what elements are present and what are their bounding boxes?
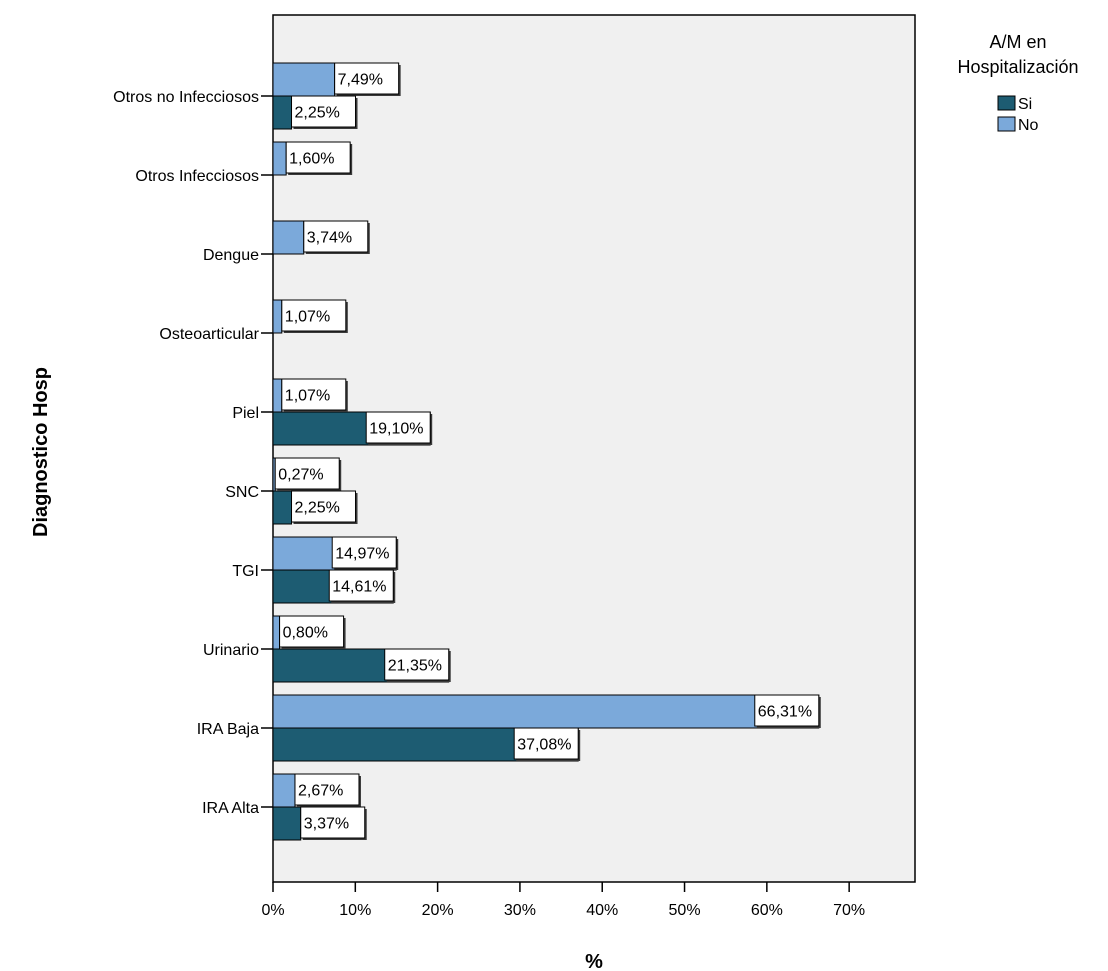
legend-title-line2: Hospitalización <box>957 57 1078 77</box>
bar-no-urinario <box>272 615 281 650</box>
data-label-box <box>754 694 820 727</box>
category-label-piel: Piel <box>232 405 259 422</box>
data-label-box <box>303 220 369 253</box>
x-tick-label-40: 40% <box>586 902 618 919</box>
data-label-no-otros-infecciosos: 1,60% <box>285 141 353 175</box>
legend-label-no: No <box>1018 117 1039 134</box>
category-label-ira-alta: IRA Alta <box>202 800 259 817</box>
bar-no-otros-no-infecciosos <box>272 62 336 97</box>
data-label-text: 21,35% <box>388 658 442 675</box>
x-tick-label-10: 10% <box>339 902 371 919</box>
data-label-no-snc: 0,27% <box>274 457 342 491</box>
data-label-text: 14,97% <box>335 546 389 563</box>
data-label-si-ira-alta: 3,37% <box>300 806 367 840</box>
bar-no-ira-alta <box>272 773 296 808</box>
data-label-text: 37,08% <box>517 737 571 754</box>
legend-swatch-si <box>997 95 1016 111</box>
category-label-otros-infecciosos: Otros Infecciosos <box>135 168 259 185</box>
x-axis: 0% 10% 20% 30% 40% 50% 60% 70% <box>261 882 865 919</box>
data-label-no-dengue: 3,74% <box>303 220 370 254</box>
data-label-si-ira-baja: 37,08% <box>513 727 581 761</box>
data-label-box <box>294 773 360 806</box>
data-label-box <box>281 299 347 332</box>
data-label-box <box>384 648 450 681</box>
bar-no-piel <box>272 378 283 413</box>
data-label-no-piel: 1,07% <box>281 378 348 412</box>
data-label-no-urinario: 0,80% <box>279 615 346 649</box>
data-label-text: 2,25% <box>295 500 340 517</box>
data-label-text: 7,49% <box>338 72 383 89</box>
category-label-dengue: Dengue <box>203 247 259 264</box>
x-tick-label-70: 70% <box>833 902 865 919</box>
x-tick-label-60: 60% <box>751 902 783 919</box>
data-label-si-otros-no-infecciosos: 2,25% <box>291 95 358 129</box>
y-axis: Otros no Infecciosos Otros Infecciosos Den… <box>113 89 273 817</box>
data-label-box <box>334 62 400 95</box>
data-label-no-ira-alta: 2,67% <box>294 773 361 807</box>
legend: A/M en Hospitalización Si No <box>957 32 1078 134</box>
category-label-ira-baja: IRA Baja <box>197 721 259 738</box>
legend-label-si: Si <box>1018 96 1032 113</box>
data-label-text: 66,31% <box>758 704 812 721</box>
data-label-box <box>279 615 345 648</box>
data-label-no-tgi: 14,97% <box>331 536 399 570</box>
bar-no-ira-baja <box>272 694 820 729</box>
data-label-no-ira-baja: 66,31% <box>754 694 821 728</box>
data-label-no-otros-no-infecciosos: 7,49% <box>334 62 401 96</box>
data-label-si-urinario: 21,35% <box>384 648 451 682</box>
bar-si-otros-no-infecciosos <box>272 95 293 130</box>
data-label-box <box>291 490 357 523</box>
data-label-text: 1,07% <box>285 388 330 405</box>
bar-no-osteoarticular <box>272 299 283 334</box>
x-tick-label-20: 20% <box>422 902 454 919</box>
data-label-si-tgi: 14,61% <box>328 569 396 603</box>
y-axis-title: Diagnostico Hosp <box>30 367 52 537</box>
data-label-text: 19,10% <box>369 421 423 438</box>
bar-si-ira-alta <box>272 806 302 841</box>
bar-no-dengue <box>272 220 305 255</box>
bar-no-otros-infecciosos <box>272 141 287 176</box>
data-label-si-snc: 2,25% <box>291 490 358 524</box>
x-tick-label-50: 50% <box>669 902 701 919</box>
data-label-text: 14,61% <box>332 579 386 596</box>
data-label-box <box>328 569 394 602</box>
data-label-box <box>331 536 397 569</box>
bar-si-snc <box>272 490 293 525</box>
category-label-urinario: Urinario <box>203 642 259 659</box>
category-label-snc: SNC <box>225 484 259 501</box>
category-label-osteoarticular: Osteoarticular <box>159 326 259 343</box>
x-tick-label-0: 0% <box>261 902 284 919</box>
data-label-box <box>274 457 340 490</box>
legend-swatch-no <box>997 116 1016 132</box>
data-label-text: 1,60% <box>289 151 334 168</box>
data-label-box <box>300 806 366 839</box>
data-label-text: 2,67% <box>298 783 343 800</box>
data-label-box <box>513 727 579 760</box>
category-label-tgi: TGI <box>232 563 259 580</box>
data-label-box <box>365 411 431 444</box>
data-label-no-osteoarticular: 1,07% <box>281 299 348 333</box>
legend-title-line1: A/M en <box>989 32 1046 52</box>
data-label-text: 2,25% <box>295 105 340 122</box>
data-labels-layer: 7,49% 2,25% 1,60% 3,74% 1,07% 1,07% 19,10% 0,27… <box>274 62 821 840</box>
data-label-text: 1,07% <box>285 309 330 326</box>
data-label-si-piel: 19,10% <box>365 411 433 445</box>
data-label-box <box>291 95 357 128</box>
data-label-text: 3,74% <box>307 230 352 247</box>
data-label-box <box>281 378 347 411</box>
x-axis-title: % <box>585 951 603 971</box>
data-label-text: 0,80% <box>283 625 328 642</box>
x-tick-label-30: 30% <box>504 902 536 919</box>
data-label-text: 0,27% <box>278 467 323 484</box>
category-label-otros-no-infecciosos: Otros no Infecciosos <box>113 89 259 106</box>
data-label-box <box>285 141 351 174</box>
data-label-text: 3,37% <box>304 816 349 833</box>
